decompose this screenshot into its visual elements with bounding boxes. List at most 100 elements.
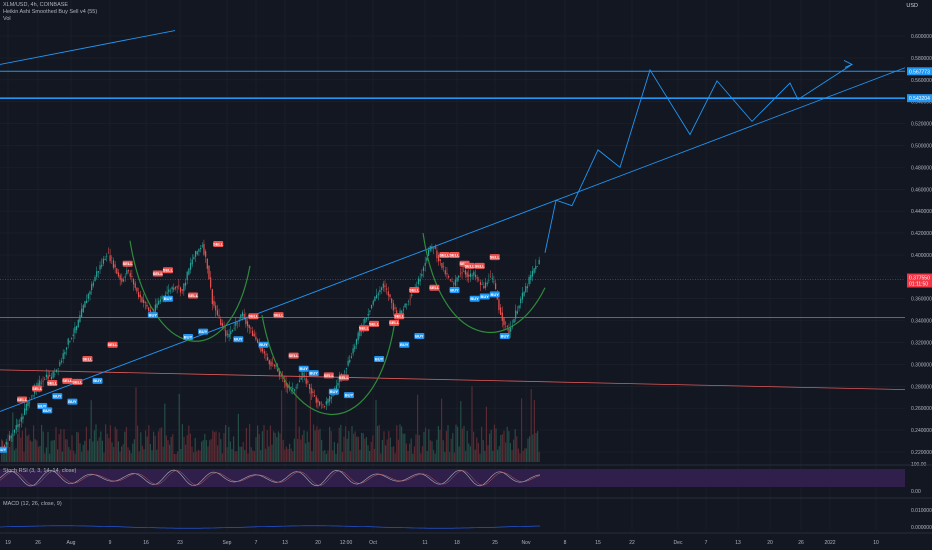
volume-bar <box>218 432 220 462</box>
volume-bar <box>458 446 460 462</box>
macd-label[interactable]: MACD (12, 26, close, 9) <box>3 501 62 507</box>
candle-body <box>233 327 235 329</box>
volume-bar <box>429 440 431 462</box>
volume-bar <box>289 443 291 462</box>
level-tag-label: 0.567773 <box>909 69 930 75</box>
candle-body <box>443 266 445 268</box>
candle-body <box>295 387 297 388</box>
candle-body <box>221 323 223 326</box>
volume-bar <box>234 451 236 462</box>
volume-bar <box>461 428 463 462</box>
price-tick-label: 0.580000 <box>911 56 932 62</box>
volume-label[interactable]: Vol <box>3 16 11 22</box>
volume-bar <box>492 450 494 462</box>
candle-body <box>308 384 311 390</box>
volume-bar <box>348 431 350 462</box>
volume-bar <box>213 432 215 462</box>
candle-body <box>10 435 12 439</box>
signal-label: SELL <box>394 314 405 319</box>
volume-bar <box>81 451 83 462</box>
candle-body <box>216 310 218 316</box>
candle-body <box>277 368 279 372</box>
signal-label: SELL <box>409 287 420 292</box>
volume-bar <box>442 440 444 462</box>
candle-body <box>82 305 84 312</box>
volume-bar <box>428 429 430 462</box>
volume-bar <box>31 441 33 462</box>
volume-bar <box>122 444 124 462</box>
volume-bar <box>207 446 209 462</box>
volume-bar <box>189 433 191 462</box>
signal-label: SELL <box>449 252 460 257</box>
stoch-label[interactable]: Stoch RSI (3, 3, 14, 14, close) <box>3 468 77 474</box>
volume-bar <box>444 451 446 462</box>
volume-bar <box>490 429 492 462</box>
candle-body <box>243 314 245 319</box>
signal-label: BUY <box>199 329 208 334</box>
price-tick-label: 0.320000 <box>911 341 932 347</box>
candle-body <box>324 406 326 407</box>
volume-bars <box>1 386 540 462</box>
volume-bar <box>273 431 275 462</box>
candle-body <box>132 278 135 285</box>
volume-bar <box>215 431 217 462</box>
candle-body <box>94 276 96 282</box>
volume-bar <box>247 453 249 462</box>
candle-body <box>313 395 316 397</box>
volume-bar <box>327 450 329 462</box>
volume-bar <box>290 448 292 462</box>
candle-body <box>255 336 257 340</box>
candle-body <box>315 397 317 403</box>
volume-bar <box>138 451 140 462</box>
buy-signal <box>414 332 425 339</box>
buy-signal <box>399 341 410 348</box>
signal-label: SELL <box>123 261 134 266</box>
candle-body <box>40 382 42 384</box>
sell-signal <box>273 312 284 319</box>
candle-body <box>285 381 287 387</box>
volume-bar <box>487 445 489 462</box>
candle-body <box>466 272 468 278</box>
candle-body <box>389 294 391 298</box>
candle-body <box>20 417 22 422</box>
volume-bar <box>354 431 356 462</box>
sell-signal <box>489 254 500 261</box>
current-price-tag <box>907 273 932 288</box>
volume-bar <box>426 450 428 462</box>
sell-signal <box>359 325 370 332</box>
candle-body <box>250 327 252 329</box>
volume-bar <box>13 450 15 462</box>
volume-bar <box>143 449 145 462</box>
candle-body <box>270 361 272 367</box>
indicator-label[interactable]: Heikin Ashi Smoothed Buy Sell v4 (55) <box>3 9 98 15</box>
volume-bar <box>453 452 455 462</box>
macd-line <box>0 525 541 529</box>
candle-body <box>468 274 470 277</box>
candle-body <box>240 314 242 319</box>
volume-bar <box>292 451 294 462</box>
candle-body <box>278 370 280 376</box>
price-tick-label: 0.340000 <box>911 319 932 325</box>
volume-bar <box>383 431 385 462</box>
candle-body <box>404 303 406 308</box>
candle-body <box>335 385 337 390</box>
candle-body <box>241 312 244 317</box>
time-tick-label: 12:00 <box>340 540 353 546</box>
volume-bar <box>183 436 185 462</box>
volume-bar <box>101 440 103 462</box>
volume-bar <box>39 445 41 462</box>
volume-bar <box>244 449 246 462</box>
candle-body <box>427 249 430 256</box>
candle-body <box>44 379 46 380</box>
candle-body <box>273 364 275 367</box>
volume-bar <box>322 451 324 462</box>
signal-label: BUY <box>184 334 193 339</box>
volume-bar <box>77 432 79 462</box>
volume-bar <box>10 437 12 462</box>
candle-body <box>146 304 148 307</box>
volume-bar <box>266 430 268 462</box>
buy-signal <box>0 446 7 453</box>
symbol-label[interactable]: XLM/USD, 4h, COINBASE <box>3 2 69 8</box>
candle-body <box>444 270 446 275</box>
